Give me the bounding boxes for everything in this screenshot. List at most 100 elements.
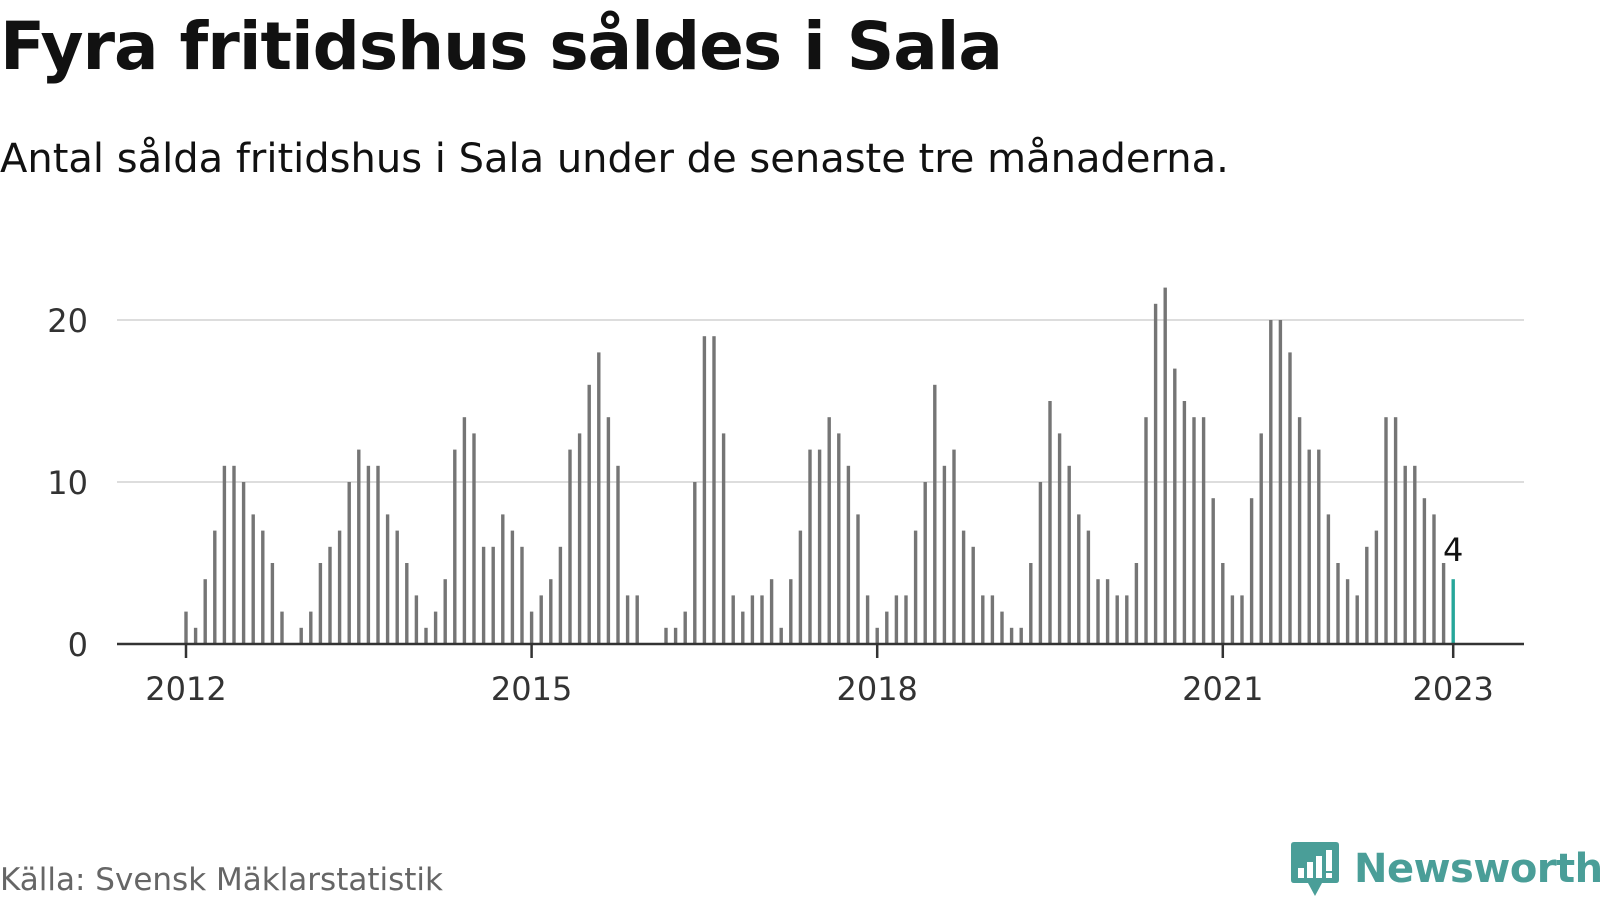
bar: [1192, 417, 1196, 644]
bar: [933, 384, 937, 644]
bar: [1048, 401, 1052, 644]
source-note: Källa: Svensk Mäklarstatistik: [0, 862, 443, 898]
bar: [693, 482, 697, 644]
bar: [587, 384, 591, 644]
bar: [1269, 320, 1273, 644]
highlight-data-label: 4: [1443, 531, 1463, 569]
bar: [817, 449, 822, 644]
bar: [1249, 498, 1254, 644]
bar: [750, 595, 755, 644]
bar: [1144, 417, 1148, 644]
bar: [1077, 514, 1081, 644]
bar: [577, 433, 582, 644]
bar: [942, 465, 947, 644]
bar: [952, 449, 956, 644]
bar: [904, 595, 908, 644]
bar: [213, 530, 217, 644]
bar: [1432, 514, 1436, 644]
bar: [760, 595, 764, 644]
bar: [1096, 579, 1100, 644]
bar: [520, 546, 524, 644]
x-tick-label: 2015: [491, 670, 572, 708]
bar: [1221, 563, 1225, 644]
bar: [347, 482, 351, 644]
x-tick-label: 2012: [145, 670, 226, 708]
bar: [1441, 563, 1446, 644]
bar: [673, 627, 678, 644]
bar: [1173, 368, 1177, 644]
bar: [357, 449, 361, 644]
bar: [1288, 352, 1292, 644]
bar: [1182, 401, 1187, 644]
bar: [203, 579, 207, 644]
bar: [894, 595, 899, 644]
bar: [251, 514, 255, 644]
bar: [1240, 595, 1244, 644]
bar: [270, 563, 275, 644]
bar: [222, 465, 227, 644]
bar: [625, 595, 630, 644]
bar: [1230, 595, 1235, 644]
bar: [1134, 563, 1139, 644]
bar: [462, 417, 467, 644]
bar: [1029, 563, 1033, 644]
bar: [443, 579, 447, 644]
bar: [1297, 417, 1302, 644]
bar: [1201, 417, 1206, 644]
bar: [510, 530, 515, 644]
bar: [424, 627, 428, 644]
bar: [529, 611, 534, 644]
bar: [501, 514, 505, 644]
bar: [837, 433, 841, 644]
bar: [1086, 530, 1091, 644]
bar: [923, 482, 927, 644]
bar: [741, 611, 745, 644]
bar: [856, 514, 860, 644]
bar: [1365, 546, 1369, 644]
bar: [1009, 627, 1014, 644]
bar: [1057, 433, 1062, 644]
bar: [961, 530, 966, 644]
bar: [1336, 563, 1340, 644]
bar: [1125, 595, 1129, 644]
bar: [597, 352, 601, 644]
x-tick-label: 2018: [836, 670, 917, 708]
bar: [193, 627, 198, 644]
y-tick-label: 10: [47, 464, 88, 502]
bar: [366, 465, 371, 644]
bar: [337, 530, 342, 644]
bar: [318, 563, 323, 644]
bar: [453, 449, 457, 644]
bar: [846, 465, 851, 644]
x-tick-label: 2021: [1182, 670, 1263, 708]
bar: [433, 611, 438, 644]
y-tick-label: 20: [47, 302, 88, 340]
bar: [558, 546, 563, 644]
tick-labels: 0 10 20 4 2012 2015 2018 2021 2023: [47, 302, 1494, 708]
bar: [1019, 627, 1023, 644]
bar: [232, 465, 236, 644]
bar: [299, 627, 303, 644]
chart-subtitle: Antal sålda fritidshus i Sala under de s…: [0, 136, 1229, 182]
bar: [1259, 433, 1263, 644]
bar: [1038, 482, 1043, 644]
bar: [683, 611, 687, 644]
x-tick-label: 2023: [1412, 670, 1493, 708]
bar: [1105, 579, 1110, 644]
bar: [414, 595, 419, 644]
bar: [731, 595, 735, 644]
bar: [875, 627, 879, 644]
bar: [808, 449, 812, 644]
highlight-bar: [1451, 579, 1455, 644]
bar: [376, 465, 380, 644]
y-tick-label: 0: [68, 626, 88, 664]
bar: [1345, 579, 1350, 644]
bar: [1384, 417, 1388, 644]
bar-chart-speech-bubble-icon: [1291, 842, 1339, 896]
bar: [779, 627, 783, 644]
bar: [280, 611, 284, 644]
bar: [1355, 595, 1359, 644]
bar: [1153, 303, 1158, 644]
brand-name: Newsworthy: [1354, 846, 1600, 892]
bar: [885, 611, 889, 644]
